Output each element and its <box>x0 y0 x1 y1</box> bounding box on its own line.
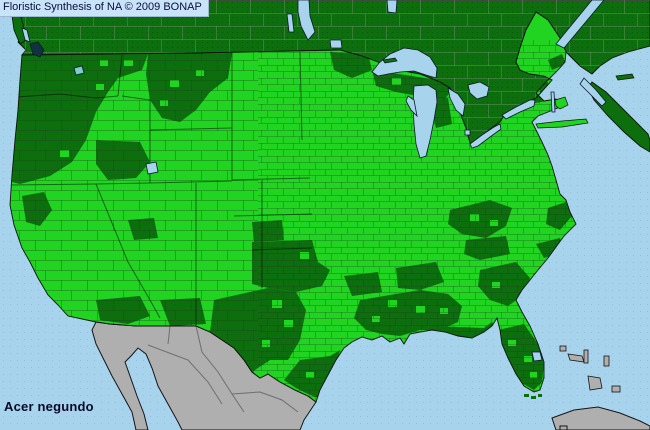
map-attribution-bar: Floristic Synthesis of NA © 2009 BONAP <box>0 0 209 17</box>
state-borders <box>10 51 313 326</box>
lake-champlain <box>550 91 556 113</box>
lake-huron <box>447 87 466 117</box>
long-island <box>535 118 589 129</box>
green-bay <box>405 95 418 118</box>
bc-coastal-channel <box>21 27 31 43</box>
lake-st-clair <box>464 129 471 136</box>
bahamas-islands <box>559 345 621 393</box>
puget-sound <box>29 41 45 58</box>
lake-winnipeg <box>297 0 316 41</box>
st-lawrence-river <box>555 0 605 49</box>
mexico-state-borders <box>147 325 299 413</box>
prince-edward-island <box>615 73 635 81</box>
lake-okeechobee <box>531 351 543 362</box>
bay-of-fundy <box>579 77 607 107</box>
species-name-label: Acer negundo <box>4 399 94 414</box>
lake-manitoba <box>286 13 295 33</box>
isle-royale <box>382 57 398 64</box>
mexico-landmass <box>91 321 317 430</box>
great-lakes <box>21 0 607 362</box>
lake-ontario <box>501 99 536 120</box>
lake-michigan <box>412 84 438 159</box>
cape-cod <box>554 96 569 110</box>
columbia-basin-lake <box>73 65 85 76</box>
great-salt-lake <box>145 161 159 175</box>
lake-nipigon <box>386 0 398 14</box>
lake-superior <box>371 47 438 79</box>
cuba <box>551 406 650 430</box>
lake-erie <box>469 123 502 149</box>
map-attribution-text: Floristic Synthesis of NA © 2009 BONAP <box>3 1 202 13</box>
georgian-bay <box>467 81 490 100</box>
florida-keys <box>524 394 542 399</box>
lake-of-the-woods <box>329 39 343 49</box>
